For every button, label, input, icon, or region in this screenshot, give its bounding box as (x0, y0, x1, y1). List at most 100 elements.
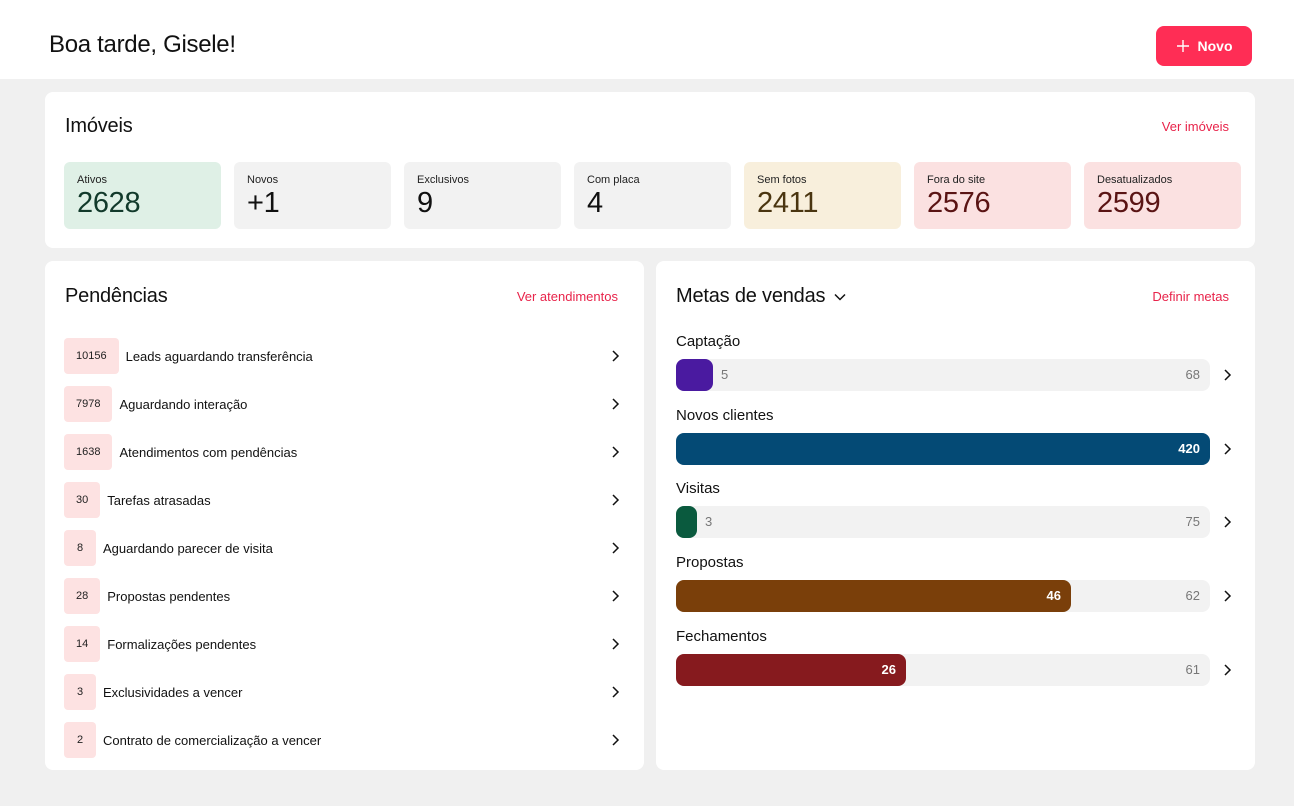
goal-3: Visitas 3 75 (676, 480, 1236, 538)
goal-progress-fill (676, 506, 697, 538)
pendencia-item[interactable]: 28 Propostas pendentes (64, 572, 624, 620)
chevron-right-icon[interactable] (608, 541, 622, 555)
new-button[interactable]: Novo (1156, 26, 1252, 66)
goal-progress-fill (676, 359, 713, 391)
chevron-right-icon[interactable] (608, 493, 622, 507)
goal-name: Propostas (676, 554, 744, 571)
pendencia-label: Exclusividades a vencer (103, 684, 243, 700)
chevron-right-icon[interactable] (1220, 515, 1234, 529)
stat-value: 2576 (927, 187, 991, 219)
pendencia-item[interactable]: 8 Aguardando parecer de visita (64, 524, 624, 572)
stat-value: 2411 (757, 187, 819, 219)
goal-progress-track[interactable]: 420 (676, 433, 1210, 465)
stat-tile-desatualizados[interactable]: Desatualizados 2599 (1084, 162, 1241, 229)
pendencia-count-badge: 1638 (64, 434, 113, 470)
goal-target-value: 61 (1185, 662, 1200, 677)
pendencias-card: Pendências Ver atendimentos 10156 Leads a… (45, 261, 644, 770)
stat-tile-fora-do-site[interactable]: Fora do site 2576 (914, 162, 1071, 229)
stat-label: Fora do site (927, 174, 986, 186)
chevron-down-icon (834, 293, 846, 301)
pendencia-label: Tarefas atrasadas (107, 492, 211, 508)
stat-value: +1 (247, 187, 280, 219)
pendencia-count-badge: 14 (64, 626, 101, 662)
stat-label: Com placa (587, 174, 640, 186)
stat-label: Sem fotos (757, 174, 807, 186)
pendencia-label: Atendimentos com pendências (119, 444, 298, 460)
goal-current-value: 3 (705, 514, 713, 529)
pendencia-item[interactable]: 7978 Aguardando interação (64, 380, 624, 428)
goal-progress-track[interactable]: 46 62 (676, 580, 1210, 612)
chevron-right-icon[interactable] (1220, 442, 1234, 456)
chevron-right-icon[interactable] (608, 589, 622, 603)
goal-row: 3 75 (676, 506, 1236, 538)
pendencia-count-badge: 30 (64, 482, 101, 518)
chevron-right-icon[interactable] (608, 445, 622, 459)
stat-label: Ativos (77, 174, 107, 186)
stat-tile-novos[interactable]: Novos +1 (234, 162, 391, 229)
chevron-right-icon[interactable] (1220, 663, 1234, 677)
pendencia-label: Formalizações pendentes (107, 636, 257, 652)
page-header: Boa tarde, Gisele! Novo (0, 0, 1294, 79)
ver-imoveis-link[interactable]: Ver imóveis (1161, 119, 1229, 134)
stat-value: 4 (587, 187, 603, 219)
pendencia-item[interactable]: 2 Contrato de comercialização a vencer (64, 716, 624, 764)
imoveis-stats: Ativos 2628 Novos +1 Exclusivos 9 Com placa 4 Se… (64, 162, 1241, 229)
pendencia-count-badge: 28 (64, 578, 101, 614)
pendencia-count-badge: 8 (64, 530, 96, 566)
stat-tile-ativos[interactable]: Ativos 2628 (64, 162, 221, 229)
pendencia-item[interactable]: 1638 Atendimentos com pendências (64, 428, 624, 476)
ver-atendimentos-link[interactable]: Ver atendimentos (516, 289, 618, 304)
definir-metas-link[interactable]: Definir metas (1152, 289, 1229, 304)
stat-label: Desatualizados (1097, 174, 1173, 186)
goal-name: Captação (676, 333, 741, 350)
metas-card: Metas de vendas Definir metas Captação 5 6… (656, 261, 1255, 770)
goal-progress-fill (676, 433, 1210, 465)
pendencia-count-badge: 2 (64, 722, 96, 758)
pendencia-label: Aguardando parecer de visita (103, 540, 273, 556)
stat-tile-sem-fotos[interactable]: Sem fotos 2411 (744, 162, 901, 229)
goal-name: Visitas (676, 480, 720, 497)
stat-value: 9 (417, 187, 433, 219)
goal-progress-track[interactable]: 26 61 (676, 654, 1210, 686)
stat-value: 2599 (1097, 187, 1161, 219)
goal-progress-fill (676, 580, 1071, 612)
pendencia-count-badge: 10156 (64, 338, 119, 374)
chevron-right-icon[interactable] (608, 685, 622, 699)
goal-4: Propostas 46 62 (676, 554, 1236, 612)
chevron-right-icon[interactable] (608, 349, 622, 363)
pendencia-label: Leads aguardando transferência (125, 348, 313, 364)
goal-progress-track[interactable]: 5 68 (676, 359, 1210, 391)
pendencia-label: Propostas pendentes (107, 588, 231, 604)
pendencia-count-badge: 7978 (64, 386, 113, 422)
goal-target-value: 62 (1185, 588, 1200, 603)
chevron-right-icon[interactable] (1220, 589, 1234, 603)
metas-title: Metas de vendas (676, 285, 826, 307)
goal-row: 5 68 (676, 359, 1236, 391)
chevron-right-icon[interactable] (608, 397, 622, 411)
goal-progress-fill (676, 654, 906, 686)
imoveis-card: Imóveis Ver imóveis Ativos 2628 Novos +1 Exc… (45, 92, 1255, 248)
goal-row: 420 (676, 433, 1236, 465)
plus-icon (1176, 40, 1189, 52)
goal-row: 46 62 (676, 580, 1236, 612)
goal-current-value: 26 (881, 662, 896, 677)
goal-2: Novos clientes 420 (676, 407, 1236, 465)
goal-1: Captação 5 68 (676, 333, 1236, 391)
pendencias-list: 10156 Leads aguardando transferência 7978 A… (64, 332, 624, 764)
chevron-right-icon[interactable] (608, 733, 622, 747)
goal-5: Fechamentos 26 61 (676, 628, 1236, 686)
goal-progress-track[interactable]: 3 75 (676, 506, 1210, 538)
goal-target-value: 68 (1185, 367, 1200, 382)
pendencia-item[interactable]: 10156 Leads aguardando transferência (64, 332, 624, 380)
metas-dropdown[interactable]: Metas de vendas (676, 285, 847, 308)
greeting-title: Boa tarde, Gisele! (49, 31, 236, 58)
pendencia-item[interactable]: 30 Tarefas atrasadas (64, 476, 624, 524)
chevron-right-icon[interactable] (608, 637, 622, 651)
stat-tile-exclusivos[interactable]: Exclusivos 9 (404, 162, 561, 229)
chevron-right-icon[interactable] (1220, 368, 1234, 382)
goal-row: 26 61 (676, 654, 1236, 686)
stat-tile-com-placa[interactable]: Com placa 4 (574, 162, 731, 229)
goal-current-value: 420 (1178, 441, 1200, 456)
pendencia-item[interactable]: 3 Exclusividades a vencer (64, 668, 624, 716)
pendencia-item[interactable]: 14 Formalizações pendentes (64, 620, 624, 668)
